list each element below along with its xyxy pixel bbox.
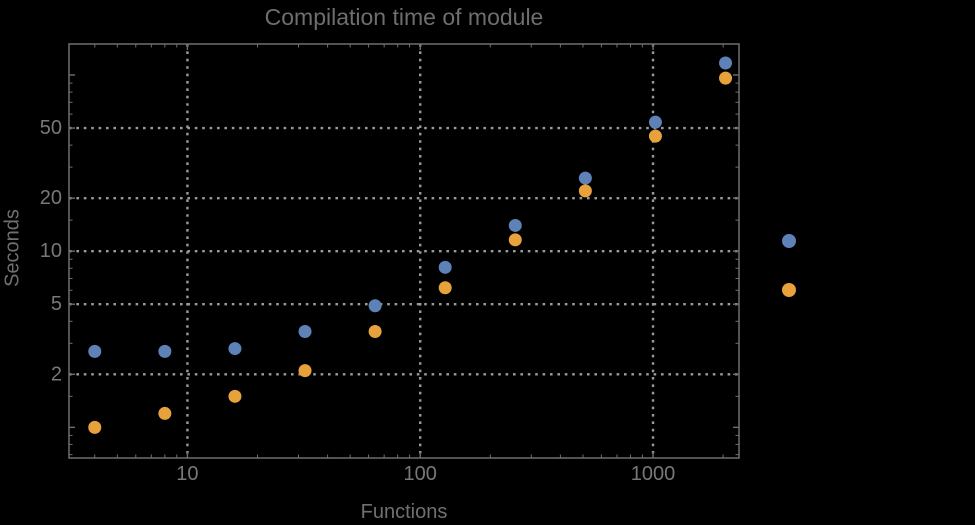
x-tick-label: 1000 <box>631 463 676 485</box>
legend-marker-series-2 <box>782 283 796 297</box>
chart-title: Compilation time of module <box>264 4 544 30</box>
x-tick-label: 100 <box>404 463 437 485</box>
x-tick-label: 10 <box>176 463 198 485</box>
data-point-series-2-orange <box>719 71 733 85</box>
data-point-series-1-blue <box>298 325 312 339</box>
data-point-series-1-blue <box>438 260 452 274</box>
data-point-series-1-blue <box>158 344 172 358</box>
data-point-series-1-blue <box>228 342 242 356</box>
data-point-series-2-orange <box>158 406 172 420</box>
data-point-series-2-orange <box>578 184 592 198</box>
y-tick-label: 20 <box>40 187 62 209</box>
data-point-series-1-blue <box>508 218 522 232</box>
data-point-series-2-orange <box>438 281 452 295</box>
data-point-series-2-orange <box>508 233 522 247</box>
data-point-series-1-blue <box>719 56 733 70</box>
data-point-series-1-blue <box>368 299 382 313</box>
y-tick-label: 5 <box>51 293 62 315</box>
data-point-series-1-blue <box>578 171 592 185</box>
x-axis-label: Functions <box>360 501 448 523</box>
data-point-series-1-blue <box>648 115 662 129</box>
data-point-series-2-orange <box>298 364 312 378</box>
y-tick-label: 2 <box>51 363 62 385</box>
data-point-series-2-orange <box>368 325 382 339</box>
data-point-series-2-orange <box>228 389 242 403</box>
y-tick-label: 10 <box>40 240 62 262</box>
data-point-series-2-orange <box>88 420 102 434</box>
y-tick-label: 50 <box>40 117 62 139</box>
data-point-series-2-orange <box>648 129 662 143</box>
data-point-series-1-blue <box>88 344 102 358</box>
legend-marker-series-1 <box>782 234 796 248</box>
